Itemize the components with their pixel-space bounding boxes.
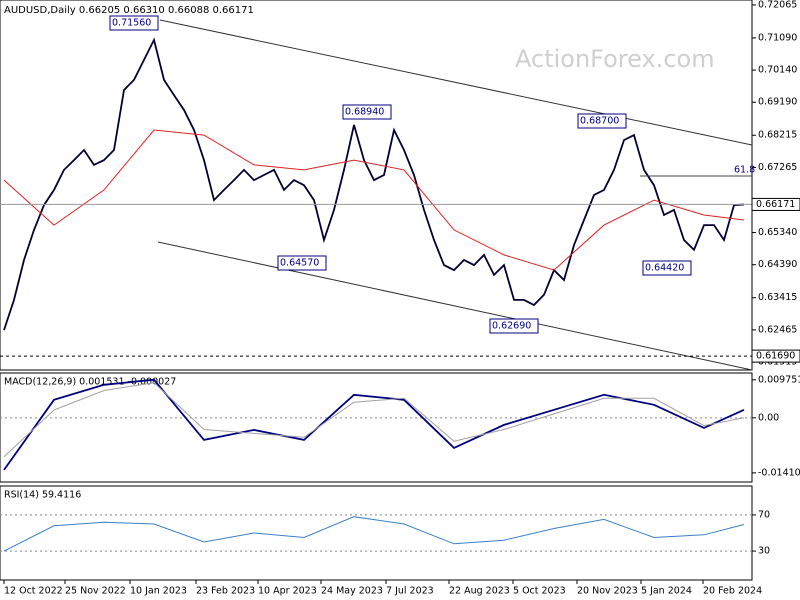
x-tick-label: 5 Jan 2024	[641, 586, 692, 597]
annotation-box	[109, 15, 159, 31]
y-tick-label: -0.014107	[758, 467, 800, 478]
macd-panel	[0, 372, 753, 483]
annotation: 0.68700	[580, 116, 619, 127]
series-line	[3, 378, 745, 471]
annotation-box	[489, 318, 539, 334]
y-tick-label: 70	[758, 509, 770, 520]
annotation: 0.62690	[492, 321, 531, 332]
annotation: 61.8	[734, 165, 755, 176]
x-tick-label: 24 May 2023	[321, 586, 383, 597]
y-tick-label: 0.67265	[758, 162, 797, 173]
x-tick-label: 20 Feb 2024	[703, 586, 762, 597]
annotation-box	[577, 113, 627, 129]
channel-top	[159, 19, 753, 146]
annotation: 0.68940	[345, 107, 384, 118]
x-tick-label: 7 Jul 2023	[386, 586, 434, 597]
x-tick-label: 23 Feb 2023	[196, 586, 255, 597]
annotation-box	[642, 260, 692, 276]
x-tick-label: 12 Oct 2022	[4, 586, 63, 597]
x-tick-label: 22 Aug 2023	[449, 586, 510, 597]
y-tick-label: 0.71090	[758, 32, 797, 43]
annotation-box	[277, 255, 327, 271]
series-line	[3, 129, 745, 271]
y-tick-label: 0.00	[758, 412, 779, 423]
watermark: ActionForex.com	[515, 45, 715, 73]
price-panel	[0, 0, 753, 371]
y-tick-label: 0.009751	[758, 374, 800, 385]
header: AUDUSD,Daily 0.66205 0.66310 0.66088 0.6…	[4, 5, 254, 16]
y-tick-label: 0.72065	[758, 0, 797, 10]
annotation-box	[342, 104, 392, 120]
x-tick-label: 20 Nov 2023	[577, 586, 638, 597]
series-line	[3, 382, 745, 458]
annotation: 0.64420	[645, 263, 684, 274]
y-tick-label: 0.62465	[758, 324, 797, 335]
x-tick-label: 10 Jan 2023	[130, 586, 187, 597]
last-price: 0.66171	[756, 199, 795, 210]
series-line	[3, 516, 745, 552]
annotation: 0.71560	[112, 18, 151, 29]
y-tick-label: 0.70140	[758, 65, 797, 76]
annotation: 0.64570	[280, 258, 319, 269]
series-line	[3, 37, 745, 331]
y-tick-label: 0.68215	[758, 130, 797, 141]
panel-title: MACD(12,26,9) 0.001531 -0.000027	[4, 377, 176, 388]
channel-bottom	[157, 241, 753, 371]
last-price-box	[751, 197, 800, 211]
y-tick-label: 0.63415	[758, 292, 797, 303]
panel-title: RSI(14) 59.4116	[4, 490, 81, 501]
x-tick-label: 5 Oct 2023	[513, 586, 566, 597]
rsi-panel	[0, 485, 753, 581]
y-tick-label: 0.69190	[758, 97, 797, 108]
level-box	[751, 349, 800, 363]
x-tick-label: 25 Nov 2022	[65, 586, 126, 597]
x-tick-label: 10 Apr 2023	[258, 586, 317, 597]
y-tick-label: 0.64390	[758, 259, 797, 270]
y-tick-label: 0.65340	[758, 227, 797, 238]
level-label: 0.61690	[756, 351, 795, 362]
y-tick-label: 30	[758, 546, 770, 557]
